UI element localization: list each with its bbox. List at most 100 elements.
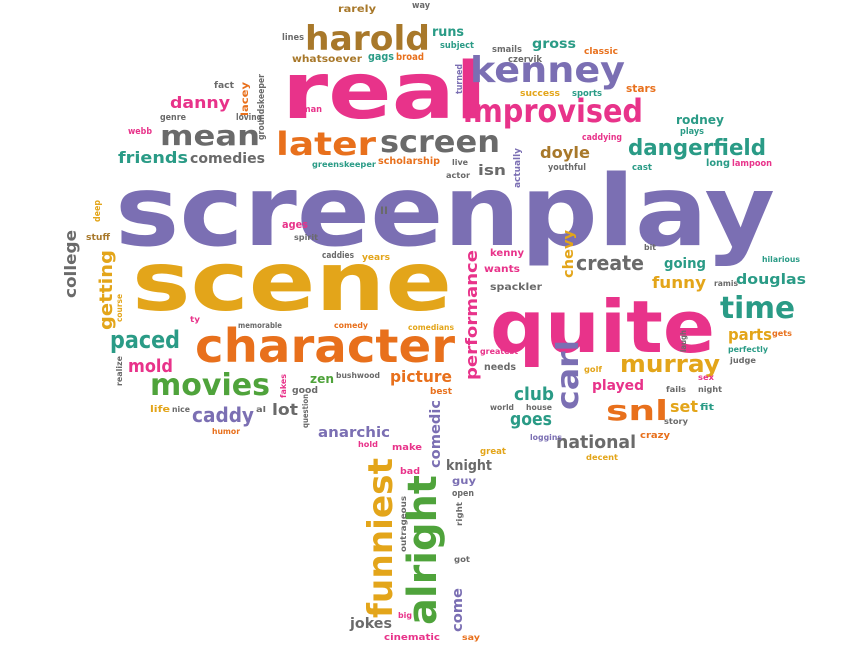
word-czervik: czervik [508,55,543,65]
word-memorable: memorable [238,321,282,330]
word-nice: nice [172,405,191,414]
word-paced: paced [110,326,180,354]
word-scholarship: scholarship [378,156,440,167]
word-al: al [256,405,266,414]
word-gags: gags [368,50,394,63]
word-rodney: rodney [676,113,724,127]
word-needs: needs [484,362,516,373]
word-caddy: caddy [192,403,254,427]
word-later: later [276,125,376,163]
word-chevy: chevy [561,230,577,278]
word-subject: subject [440,41,475,51]
word-sports: sports [572,89,602,99]
word-kenny: kenny [490,248,524,259]
word-jokes: jokes [349,616,392,632]
word-spackler: spackler [490,282,542,293]
word-smails: smails [492,45,522,55]
word-webb: webb [128,127,152,137]
word-mean: mean [160,119,260,152]
word-runs: runs [432,25,464,40]
word-funny: funny [652,273,707,292]
word-story: story [664,417,689,426]
word-laugh: laugh [679,330,688,352]
word-real: real [282,47,487,137]
word-zen: zen [310,372,334,386]
word-success: success [520,89,560,99]
word-decent: decent [586,453,618,462]
word-wants: wants [484,264,520,275]
word-big: big [398,611,412,620]
word-world: world [490,403,514,412]
word-caddies: caddies [322,251,354,261]
word-improvised: improvised [463,92,643,130]
word-stuff: stuff [86,233,111,243]
word-getting: getting [96,250,117,330]
word-fails: fails [666,385,686,394]
word-night: night [698,385,722,394]
word-performance: performance [462,250,481,380]
word-harold: harold [305,19,430,59]
word-guy: guy [452,476,477,487]
word-realize: realize [115,355,124,386]
word-gets: gets [772,329,792,338]
word-character: character [195,319,455,373]
word-perfectly: perfectly [728,345,769,354]
word-stars: stars [626,82,656,95]
word-make: make [392,443,422,453]
word-lampoon: lampoon [732,159,772,169]
word-hilarious: hilarious [762,255,800,264]
word-movies: movies [150,368,270,403]
word-whatsoever: whatsoever [292,54,362,65]
word-ramis: ramis [714,279,738,288]
word-good: good [292,386,318,396]
word-parts: parts [728,325,772,344]
word-man: man [302,105,322,115]
word-fact: fact [214,81,235,91]
word-comedies: comedies [190,151,265,167]
word-quite: quite [490,285,715,369]
word-long: long [706,158,730,169]
word-great: great [480,447,507,457]
word-comedic: comedic [428,400,444,468]
word-comedy: comedy [334,321,369,330]
word-rarely: rarely [338,4,377,15]
word-mold: mold [128,356,173,377]
word-friends: friends [118,148,188,167]
word-ll: ll [380,206,388,217]
word-screenplay: screenplay [115,155,775,269]
word-humor: humor [212,427,240,436]
word-doyle: doyle [540,143,590,162]
word-hold: hold [358,440,378,449]
word-got: got [454,555,470,564]
word-outrageous: outrageous [399,496,408,552]
word-plays: plays [680,127,704,137]
word-college: college [61,230,80,298]
word-fit: fit [700,403,715,413]
word-broad: broad [396,52,424,63]
word-years: years [362,253,390,263]
word-funniest: funniest [361,458,401,618]
word-course: course [115,293,124,322]
word-danny: danny [170,93,231,112]
word-kenney: kenney [470,50,625,91]
word-played: played [592,378,644,394]
word-club: club [514,384,554,405]
word-actually: actually [513,148,523,188]
word-set: set [670,397,698,416]
word-anarchic: anarchic [318,425,390,441]
word-isn: isn [478,163,506,179]
word-create: create [576,251,644,275]
word-deep: deep [93,200,103,222]
word-dangerfield: dangerfield [628,136,766,161]
word-bushwood: bushwood [336,371,380,380]
word-greatest: greatest [480,347,518,356]
word-alright: alright [400,475,446,625]
word-golf: golf [584,365,603,374]
word-classic: classic [584,47,618,57]
word-open: open [452,489,474,499]
word-caddying: caddying [582,133,622,143]
word-groundskeeper: groundskeeper [257,74,267,140]
word-going: going [664,256,706,272]
word-crazy: crazy [640,431,670,441]
